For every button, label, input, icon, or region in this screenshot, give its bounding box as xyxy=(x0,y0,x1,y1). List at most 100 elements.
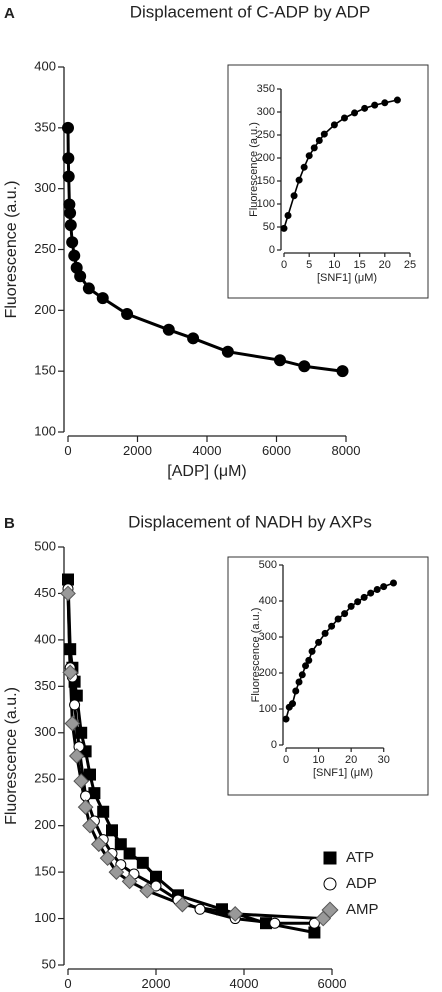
marker xyxy=(99,850,116,867)
y-tick-label: 200 xyxy=(34,817,56,832)
marker xyxy=(75,726,88,739)
y-axis-label: Fluorescence (a.u.) xyxy=(250,608,262,703)
marker xyxy=(367,589,375,597)
legend-label: AMP xyxy=(346,901,379,918)
marker xyxy=(300,163,308,171)
marker xyxy=(341,610,349,618)
x-tick-label: 6000 xyxy=(262,443,291,458)
marker xyxy=(68,249,81,262)
y-tick-label: 200 xyxy=(259,667,277,679)
y-tick-label: 150 xyxy=(34,363,56,378)
legend-label: ADP xyxy=(346,875,377,892)
x-tick-label: 5 xyxy=(306,259,312,271)
marker xyxy=(66,236,79,249)
marker xyxy=(334,615,342,623)
y-tick-label: 300 xyxy=(34,724,56,739)
marker xyxy=(340,114,348,122)
marker xyxy=(305,656,313,664)
x-tick-label: 2000 xyxy=(142,976,171,991)
marker xyxy=(302,662,310,670)
marker xyxy=(305,152,313,160)
y-tick-label: 250 xyxy=(34,241,56,256)
x-tick-label: 6000 xyxy=(318,976,347,991)
chart-title: Displacement of NADH by AXPs xyxy=(128,512,372,531)
marker xyxy=(97,805,110,818)
marker xyxy=(62,170,75,183)
y-tick-label: 100 xyxy=(34,910,56,925)
marker xyxy=(69,699,81,711)
y-tick-label: 100 xyxy=(259,703,277,715)
inset-frame xyxy=(227,64,429,299)
x-tick-label: 0 xyxy=(283,754,289,766)
marker xyxy=(96,292,109,305)
y-tick-label: 200 xyxy=(34,302,56,317)
marker xyxy=(380,583,388,591)
chart-title: Displacement of C-ADP by ADP xyxy=(130,2,371,21)
y-tick-label: 350 xyxy=(257,83,275,95)
fit-line xyxy=(283,99,398,229)
marker xyxy=(68,748,85,764)
marker xyxy=(290,192,298,200)
y-tick-label: 450 xyxy=(34,585,56,600)
x-tick-label: 8000 xyxy=(332,443,361,458)
marker xyxy=(269,917,281,929)
marker xyxy=(381,99,389,107)
y-tick-label: 0 xyxy=(271,739,277,751)
marker xyxy=(354,598,362,606)
marker xyxy=(84,768,96,781)
x-tick-label: 4000 xyxy=(193,443,222,458)
x-tick-label: 20 xyxy=(379,259,391,271)
x-tick-label: 0 xyxy=(64,443,71,458)
x-tick-label: 30 xyxy=(378,754,390,766)
marker xyxy=(70,689,83,702)
y-tick-label: 200 xyxy=(257,152,275,164)
marker xyxy=(373,585,381,593)
x-tick-label: 10 xyxy=(312,754,324,766)
y-tick-label: 100 xyxy=(257,198,275,210)
marker xyxy=(82,282,95,295)
x-axis-label: [SNF1] (μM) xyxy=(313,767,373,779)
marker xyxy=(351,109,359,117)
marker xyxy=(227,906,244,922)
marker xyxy=(298,360,311,373)
y-tick-label: 350 xyxy=(34,678,56,693)
marker xyxy=(123,847,136,860)
marker xyxy=(62,664,79,681)
marker xyxy=(360,593,368,601)
marker xyxy=(393,96,401,104)
y-tick-label: 250 xyxy=(257,129,275,141)
marker xyxy=(150,880,162,892)
marker xyxy=(216,903,228,916)
y-tick-label: 400 xyxy=(259,595,277,607)
marker xyxy=(74,270,87,283)
marker xyxy=(298,671,306,679)
marker xyxy=(60,585,76,602)
x-tick-label: 4000 xyxy=(230,976,259,991)
x-tick-label: 25 xyxy=(404,259,416,271)
y-tick-label: 150 xyxy=(34,864,56,879)
marker xyxy=(221,345,234,358)
y-tick-label: 100 xyxy=(34,423,56,438)
marker xyxy=(73,773,90,789)
marker xyxy=(273,354,286,367)
marker xyxy=(292,687,300,695)
marker xyxy=(321,629,329,637)
marker xyxy=(371,101,379,109)
x-tick-label: 0 xyxy=(64,976,71,991)
marker xyxy=(308,647,316,655)
x-tick-label: 2000 xyxy=(123,443,152,458)
y-tick-label: 400 xyxy=(34,631,56,646)
marker xyxy=(310,144,318,152)
y-axis-label: Fluorescence (a.u.) xyxy=(3,687,20,825)
marker xyxy=(174,896,191,913)
marker xyxy=(328,622,336,630)
y-axis-label: Fluorescence (a.u.) xyxy=(248,122,260,217)
marker xyxy=(361,104,369,112)
marker xyxy=(308,917,320,929)
marker xyxy=(121,307,134,320)
y-tick-label: 250 xyxy=(34,771,56,786)
marker xyxy=(315,638,323,646)
marker xyxy=(64,643,77,656)
legend-label: ATP xyxy=(346,849,374,866)
